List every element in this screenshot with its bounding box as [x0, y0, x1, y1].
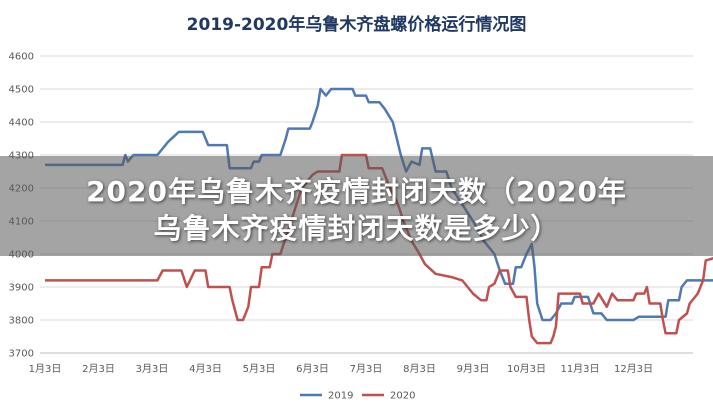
series-line-2020: [45, 153, 713, 345]
x-tick-label-10: 11月3日: [560, 363, 599, 375]
headline-banner: [0, 156, 713, 256]
chart-title: 2019-2020年乌鲁木齐盘螺价格运行情况图: [186, 15, 527, 35]
headline-line-2: 乌鲁木齐疫情封闭天数是多少）: [153, 212, 560, 245]
legend-label-2020: 2020: [390, 391, 415, 402]
x-tick-label-2: 3月3日: [136, 363, 169, 375]
x-tick-label-7: 8月3日: [403, 363, 436, 375]
y-tick-label-7: 4400: [9, 118, 34, 129]
x-tick-label-6: 7月3日: [350, 363, 383, 375]
x-tick-label-3: 4月3日: [189, 363, 222, 375]
y-tick-label-2: 3900: [9, 283, 34, 294]
x-tick-label-5: 6月3日: [296, 363, 329, 375]
x-tick-label-4: 5月3日: [243, 363, 276, 375]
x-tick-label-0: 1月3日: [29, 363, 62, 375]
headline-line-1: 2020年乌鲁木齐疫情封闭天数（2020年: [86, 175, 627, 208]
y-tick-label-8: 4500: [9, 85, 34, 96]
y-tick-label-1: 3800: [9, 316, 34, 327]
x-tick-label-11: 12月3日: [614, 363, 653, 375]
x-tick-label-9: 10月3日: [507, 363, 546, 375]
x-tick-label-8: 9月3日: [457, 363, 490, 375]
y-tick-label-9: 4600: [9, 52, 34, 63]
x-tick-label-1: 2月3日: [82, 363, 115, 375]
legend-label-2019: 2019: [328, 391, 353, 402]
y-tick-label-0: 3700: [9, 349, 34, 360]
